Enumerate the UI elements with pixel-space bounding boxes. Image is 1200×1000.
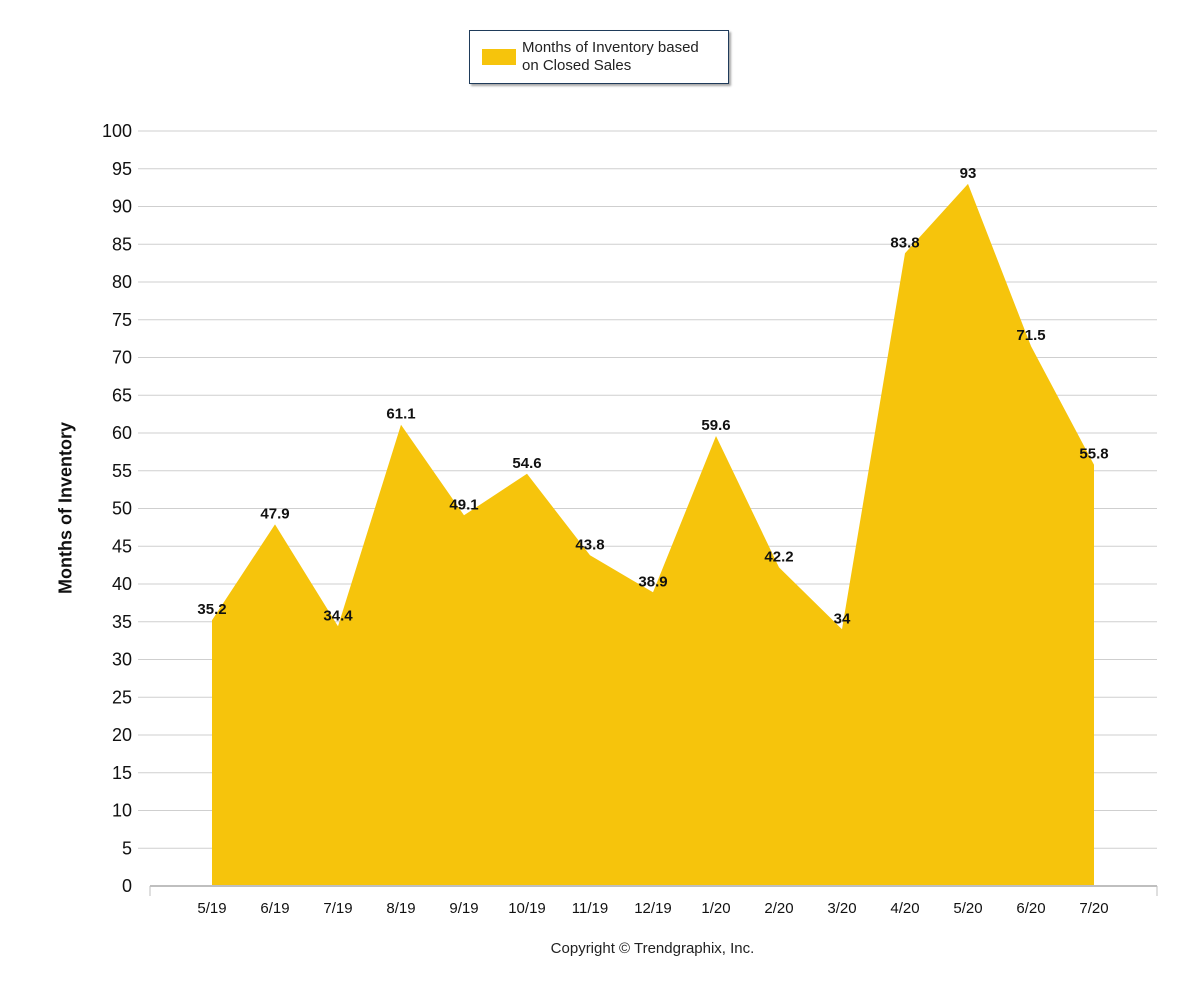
data-label: 34	[834, 610, 851, 627]
y-tick-label: 90	[112, 197, 132, 217]
y-tick-label: 30	[112, 650, 132, 670]
data-label: 54.6	[512, 455, 541, 472]
x-tick-label: 7/20	[1079, 900, 1108, 917]
x-tick-label: 12/19	[634, 900, 672, 917]
y-tick-label: 95	[112, 159, 132, 179]
x-tick-label: 5/20	[953, 900, 982, 917]
data-label: 59.6	[701, 417, 730, 434]
y-tick-label: 20	[112, 725, 132, 745]
y-tick-label: 0	[122, 876, 132, 896]
x-tick-label: 11/19	[572, 900, 608, 917]
data-label: 35.2	[197, 601, 226, 618]
y-tick-label: 25	[112, 687, 132, 707]
legend-label-line1: Months of Inventory based	[522, 39, 699, 56]
y-tick-label: 35	[112, 612, 132, 632]
series-area-fill	[212, 183, 1094, 887]
data-label: 55.8	[1079, 446, 1108, 463]
y-tick-label: 70	[112, 348, 132, 368]
data-label: 49.1	[449, 496, 478, 513]
data-label: 42.2	[764, 548, 793, 565]
x-tick-label: 8/19	[386, 900, 415, 917]
data-label: 38.9	[638, 573, 667, 590]
y-axis-ticks: 0 5 10 15 20 25 30 35 40 45 50 55 60 65 70 75 80 85 90 95 10…	[102, 121, 132, 896]
y-axis-title: Months of Inventory	[55, 422, 76, 594]
data-label: 47.9	[260, 505, 289, 522]
data-label: 93	[960, 165, 977, 182]
legend-swatch	[482, 49, 516, 65]
data-label: 43.8	[575, 536, 604, 553]
data-labels: 35.2 47.9 34.4 61.1 49.1 54.6 43.8 38.9 59.6 42.2…	[197, 165, 1108, 627]
x-tick-label: 2/20	[764, 900, 793, 917]
x-tick-label: 1/20	[701, 900, 730, 917]
copyright-text: Copyright © Trendgraphix, Inc.	[550, 940, 755, 957]
x-tick-label: 6/20	[1016, 900, 1045, 917]
y-tick-label: 5	[122, 838, 132, 858]
x-tick-label: 4/20	[890, 900, 919, 917]
y-tick-label: 80	[112, 272, 132, 292]
x-axis-ticks: 5/19 6/19 7/19 8/19 9/19 10/19 11/19 12/19 1/20 2…	[197, 900, 1108, 917]
x-tick-label: 10/19	[508, 900, 546, 917]
y-tick-label: 45	[112, 536, 132, 556]
y-tick-label: 10	[112, 801, 132, 821]
y-tick-label: 75	[112, 310, 132, 330]
y-tick-label: 60	[112, 423, 132, 443]
y-tick-label: 15	[112, 763, 132, 783]
series-area	[212, 183, 1094, 887]
x-tick-label: 3/20	[827, 900, 856, 917]
legend: Months of Inventory based on Closed Sale…	[469, 30, 729, 84]
x-tick-label: 7/19	[323, 900, 352, 917]
legend-label-line2: on Closed Sales	[522, 57, 632, 74]
y-tick-label: 85	[112, 234, 132, 254]
x-tick-label: 6/19	[260, 900, 289, 917]
data-label: 83.8	[890, 234, 919, 251]
y-tick-label: 55	[112, 461, 132, 481]
axes	[149, 885, 1158, 896]
x-tick-label: 9/19	[449, 900, 478, 917]
y-tick-label: 65	[112, 385, 132, 405]
y-tick-label: 50	[112, 499, 132, 519]
data-label: 34.4	[323, 607, 353, 624]
legend-label: Months of Inventory based on Closed Sale…	[522, 39, 722, 75]
y-tick-label: 40	[112, 574, 132, 594]
x-tick-label: 5/19	[197, 900, 226, 917]
y-tick-label: 100	[102, 121, 132, 141]
data-label: 71.5	[1016, 327, 1045, 344]
data-label: 61.1	[386, 406, 415, 423]
